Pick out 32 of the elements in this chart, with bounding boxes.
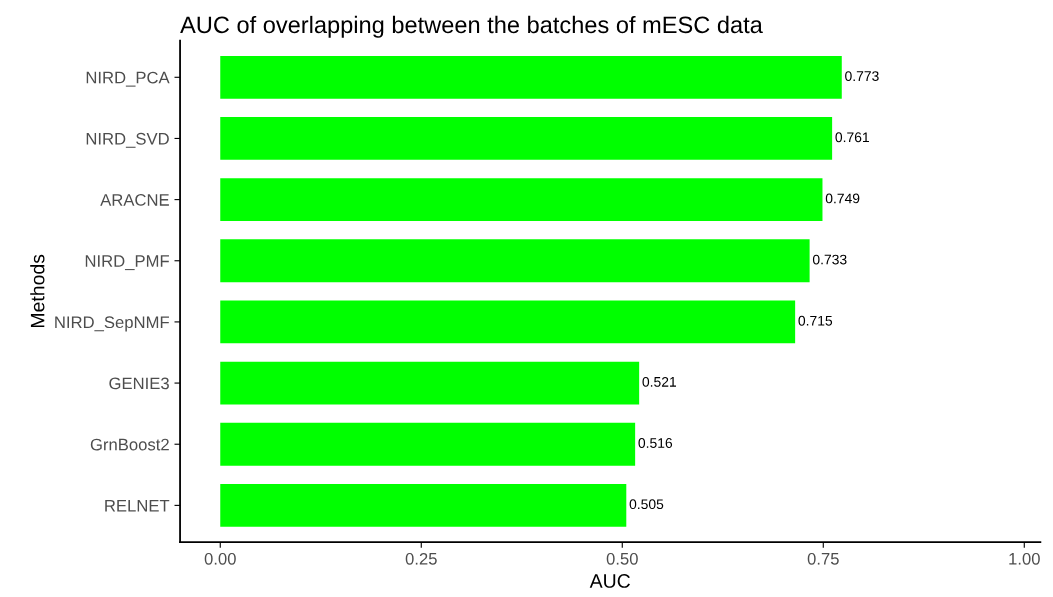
data-label: 0.516 (638, 438, 673, 448)
data-label: 0.715 (798, 315, 833, 326)
x-axis-title: AUC (589, 574, 630, 588)
bar (220, 117, 833, 160)
y-axis-title: Methods (30, 254, 45, 328)
data-label: 0.505 (629, 499, 664, 510)
bar (220, 422, 636, 466)
bar (220, 483, 627, 527)
x-tick-label: 0.00 (204, 552, 236, 565)
bar (220, 55, 842, 99)
data-label: 0.761 (835, 132, 869, 143)
data-label: 0.749 (825, 193, 860, 204)
chart-title: AUC of overlapping between the batches of mESC data (180, 15, 763, 38)
y-tick-label: GENIE3 (109, 377, 169, 390)
bar (220, 361, 640, 405)
y-tick-label: GrnBoost2 (90, 438, 169, 451)
y-tick-label: NIRD_PMF (85, 255, 169, 271)
y-tick-label: NIRD_PCA (86, 71, 170, 87)
x-tick-label: 1.00 (1009, 552, 1040, 565)
data-label: 0.521 (642, 376, 677, 387)
bar (220, 300, 796, 344)
y-tick-label: ARACNE (100, 194, 169, 206)
data-label: 0.733 (812, 254, 847, 265)
x-tick-label: 0.75 (807, 552, 839, 565)
x-tick-label: 0.25 (405, 552, 437, 565)
y-tick-label: NIRD_SepNMF (55, 316, 169, 332)
bar (220, 178, 823, 222)
data-label: 0.773 (845, 71, 879, 82)
y-tick-label: RELNET (105, 499, 170, 512)
y-tick-label: NIRD_SVD (86, 132, 169, 148)
x-tick-label: 0.50 (606, 552, 638, 565)
bar (220, 239, 810, 283)
